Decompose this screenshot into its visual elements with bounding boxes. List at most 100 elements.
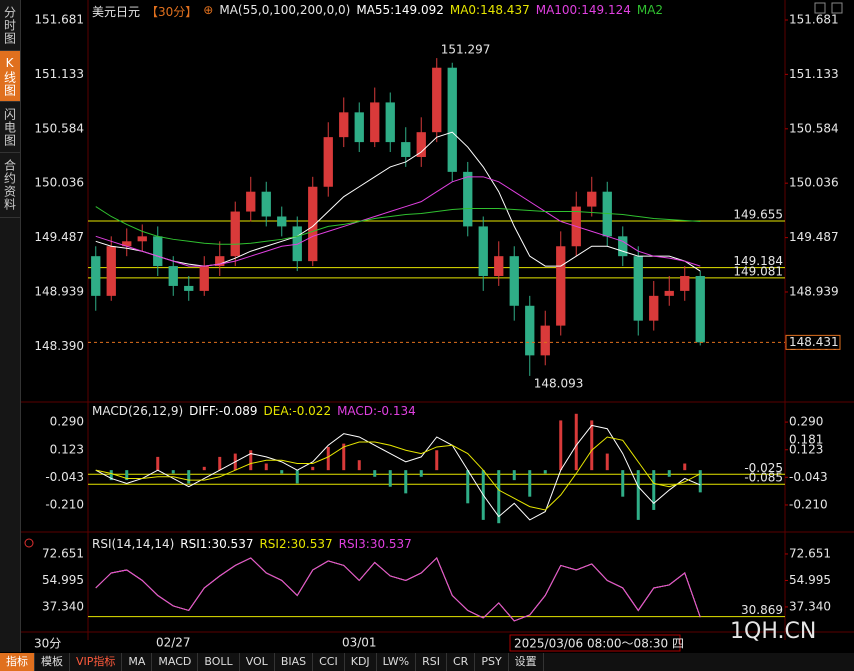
watermark: 1QH.CN [730,619,816,644]
legend-entry: DIFF:-0.089 [189,404,258,418]
candle-body [122,241,132,247]
candle-body [339,112,349,138]
macd-bar [171,470,175,474]
y-tick-label: 149.487 [789,230,839,244]
macd-bar [264,463,268,471]
sidebar: 分时图 K线图 闪电图 合约资料 [0,0,21,652]
side-tab[interactable]: 分时图 [0,0,20,51]
candle-body [385,102,395,143]
add-icon[interactable]: ⊕ [203,3,214,17]
last-price-box [785,334,841,350]
macd-bar [218,456,222,471]
toolbar-tab[interactable]: 设置 [509,653,544,671]
settings-icon[interactable] [24,538,34,548]
legend-entry: RSI3:30.537 [338,537,412,551]
legend-entry: MA100:149.124 [535,3,631,17]
series-line [95,557,701,622]
series-line [95,176,701,267]
x-tick-label: 02/27 [156,636,191,650]
y-tick-label: 150.036 [789,176,839,190]
macd-bar [404,470,408,494]
y-tick-label: 148.939 [789,284,839,298]
macd-bar [435,450,439,471]
period[interactable]: 【30分】 [146,5,198,19]
toolbar-tab[interactable]: PSY [475,653,509,671]
toolbar-tab[interactable]: CR [447,653,476,671]
toolbar-tab[interactable]: RSI [416,653,447,671]
toolbar-tab[interactable]: CCI [313,653,345,671]
toolbar-tab[interactable]: LW% [377,653,417,671]
toolbar: 指标 模板 VIP指标 MA MACD BOLL VOL BIAS CCI KDJ LW% RSI CR… [0,653,854,671]
marker-label: 0.181 [789,433,823,447]
macd-bar [125,470,129,481]
y-tick-label: 150.584 [789,121,839,135]
indicator: RSI(14,14,14) [92,537,175,551]
candle-body [633,256,643,321]
time-box [509,634,681,652]
y-tick-label: 37.340 [42,599,84,613]
x-tick-label: 03/01 [342,636,377,650]
candle-body [556,246,566,326]
macd-bar [636,470,640,520]
y-tick-label: 0.123 [789,442,823,456]
candle-body [137,236,147,242]
toolbar-tab[interactable]: 指标 [0,653,35,671]
price-header: 美元日元 【30分】 ⊕ MA(55,0,100,200,0,0) MA55:1… [92,3,663,20]
macd-bar [621,470,625,497]
macd-bar [543,470,547,474]
toolbar-tab[interactable]: MA [122,653,153,671]
toolbar-tab[interactable]: VIP指标 [70,653,123,671]
candle-body [168,266,178,286]
y-tick-label: 151.133 [34,67,84,81]
y-tick-label: 148.390 [34,339,84,353]
legend-entry: RSI1:30.537 [180,537,254,551]
h-line-label: 30.869 [741,603,783,617]
y-tick-label: -0.043 [45,470,84,484]
side-tab[interactable]: 闪电图 [0,102,20,153]
macd-header: MACD(26,12,9) DIFF:-0.089 DEA:-0.022 MACD:… [92,404,416,418]
toolbar-tab[interactable]: BOLL [198,653,240,671]
y-tick-label: 151.133 [789,67,839,81]
candle-body [509,256,519,306]
side-tab[interactable]: 合约资料 [0,153,20,218]
legend-entry: MA2 [636,3,664,17]
y-tick-label: -0.210 [789,497,828,511]
series-line [95,436,701,511]
h-line-label: -0.085 [744,471,783,485]
candle-body [463,171,473,227]
toolbar-tab[interactable]: VOL [240,653,275,671]
toolbar-tab[interactable]: MACD [152,653,199,671]
side-tab[interactable]: K线图 [0,51,20,102]
candle-body [540,325,550,356]
macd-bar [559,420,563,471]
macd-bar [419,470,423,477]
h-line-label: 149.081 [733,264,783,278]
candle-body [664,290,674,296]
window-icon[interactable] [814,2,826,14]
legend-entry: MA0:148.437 [449,3,530,17]
y-tick-label: 0.290 [50,415,84,429]
candle-body [649,295,659,321]
macd-bar [109,470,113,481]
candle-body [416,132,426,157]
macd-bar [652,470,656,510]
candle-body [525,305,535,356]
macd-bar [683,463,687,471]
candle-body [308,186,318,262]
candle-body [447,67,457,172]
indicator: MACD(26,12,9) [92,404,184,418]
macd-bar [280,470,284,474]
candle-body [478,226,488,277]
window-icon[interactable] [831,2,843,14]
macd-bar [590,420,594,471]
toolbar-tab[interactable]: 模板 [35,653,70,671]
toolbar-tab[interactable]: KDJ [345,653,377,671]
toolbar-tab[interactable]: BIAS [275,653,314,671]
candle-body [323,137,333,187]
candle-body [494,256,504,277]
series-line [95,557,701,622]
h-line-label: 149.184 [733,254,783,268]
y-tick-label: -0.210 [45,497,84,511]
chart: 151.681 151.681 151.133 151.133 150.584 150.5… [20,0,854,652]
candle-body [230,211,240,257]
